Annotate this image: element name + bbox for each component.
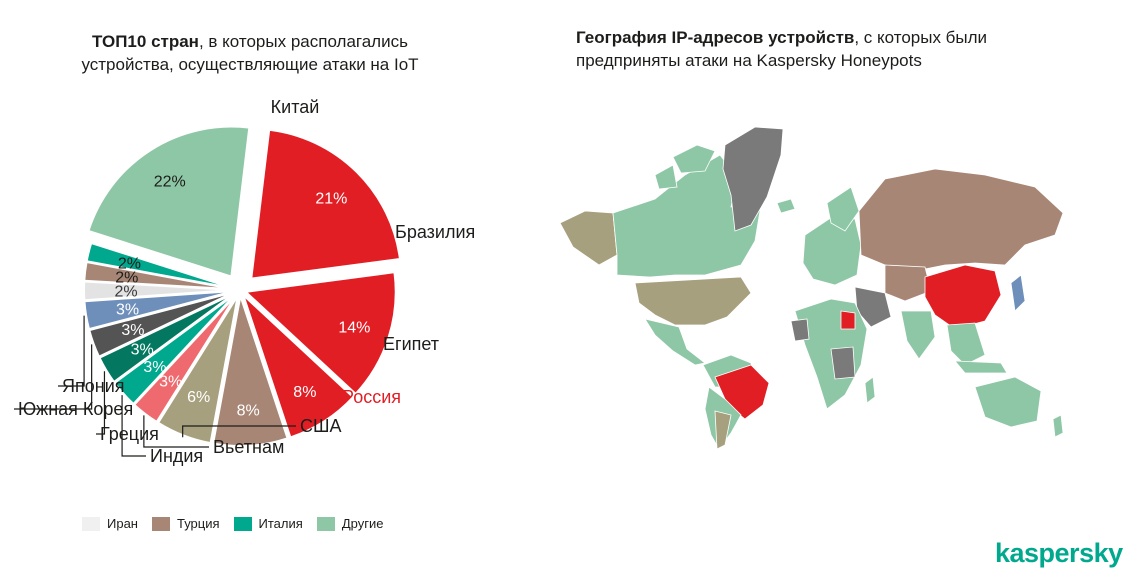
world-map [559,126,1064,450]
legend-label: Иран [107,516,138,531]
pie-slice-индия [113,293,237,406]
map-europe [802,214,862,286]
legend-swatch [316,516,335,531]
pie-leader-line-индия [121,395,146,457]
pie-value-label-вьетнам: 3% [159,373,182,390]
map-central-asia [884,264,932,302]
pie-value-label-другие: 22% [154,174,186,191]
legend-label: Другие [341,516,384,531]
pie-category-label-россия: Россия [342,387,401,407]
kaspersky-logo: kaspersky [995,538,1123,568]
right-title-rest: , с которых были [854,28,988,47]
left-title-line2: устройства, осуществляющие атаки на IoT [81,55,419,74]
pie-value-label-индия: 3% [143,359,166,376]
map-india [900,310,936,360]
pie-value-label-южная-корея: 3% [121,322,144,339]
pie-category-label-египет: Египет [383,334,439,354]
pie-slice-египет [242,294,355,439]
pie-value-label-иран: 2% [114,284,137,301]
left-chart-title: ТОП10 стран, в которых располагались уст… [40,30,460,76]
pie-value-label-россия: 8% [237,403,260,420]
pie-leader-line-япония [58,315,85,387]
pie-value-label-сша: 6% [187,389,210,406]
map-new-zealand [1052,414,1064,438]
map-japan [1010,274,1026,312]
map-usa [634,276,752,326]
legend-item-италия: Италия [233,516,303,531]
pie-slice-китай [250,128,402,280]
legend-label: Турция [176,516,220,531]
legend-item-иран: Иран [82,516,138,531]
map-indonesia [954,360,1008,374]
legend-item-другие: Другие [316,516,384,531]
map-china [924,264,1002,330]
pie-category-label-индия: Индия [150,446,203,466]
pie-value-label-япония: 3% [116,301,139,318]
right-title-line2: предприняты атаки на Kaspersky Honeypots [576,51,922,70]
legend-item-турция: Турция [151,516,220,531]
pie-value-label-греция: 3% [131,342,154,359]
pie-slice-другие [87,125,251,278]
pie-leader-line-южная-корея [14,344,93,410]
map-mexico [644,318,706,366]
pie-slice-италия [85,241,235,290]
pie-category-label-япония: Япония [62,376,125,396]
map-australia [974,376,1042,428]
map-madagascar [864,376,876,404]
legend-label: Италия [258,516,303,531]
pie-leader-line-сша [182,425,296,438]
map-se-asia [946,322,986,366]
pie-slice-южная-корея [88,291,235,359]
legend-swatch [151,516,170,531]
map-greenland [722,126,784,232]
pie-slice-сша [156,295,239,445]
map-canada-islands [654,144,716,190]
pie-value-label-турция: 2% [115,269,138,286]
pie-slice-вьетнам [132,294,238,424]
map-egypt [840,310,856,330]
map-argentina [714,410,732,450]
pie-leader-line-вьетнам [143,415,209,448]
pie-category-label-сша: США [300,416,342,436]
right-map-title: География IP-адресов устройств, с которы… [576,26,1076,72]
pie-slice-греция [98,292,236,384]
pie-category-label-вьетнам: Вьетнам [213,437,284,457]
map-iceland [776,198,796,214]
map-alaska [559,210,618,266]
left-title-rest: , в которых располагались [198,32,408,51]
pie-slice-бразилия [243,271,397,396]
map-africa [794,298,868,410]
pie-chart: 21% Китай 14% Бразилия 8% Египет 8% Россия 6% США… [14,97,475,466]
map-scandinavia [826,186,860,232]
pie-category-label-бразилия: Бразилия [395,222,475,242]
map-russia [858,168,1064,272]
pie-leader-line-греция [96,371,106,435]
left-title-bold: ТОП10 стран [92,32,199,51]
right-title-bold: География IP-адресов устройств [576,28,855,47]
map-africa-gray-central [830,346,856,380]
pie-value-label-италия: 2% [118,255,141,272]
legend-swatch [233,516,252,531]
pie-slice-россия [211,295,289,447]
pie-category-label-греция: Греция [100,424,159,444]
pie-value-label-китай: 21% [315,191,347,208]
pie-legend: Иран Турция Италия Другие [82,516,383,531]
pie-value-label-бразилия: 14% [338,319,370,336]
legend-swatch [82,516,100,531]
pie-value-label-египет: 8% [293,384,316,401]
map-africa-gray-west [790,318,810,342]
pie-category-label-китай: Китай [271,97,320,117]
